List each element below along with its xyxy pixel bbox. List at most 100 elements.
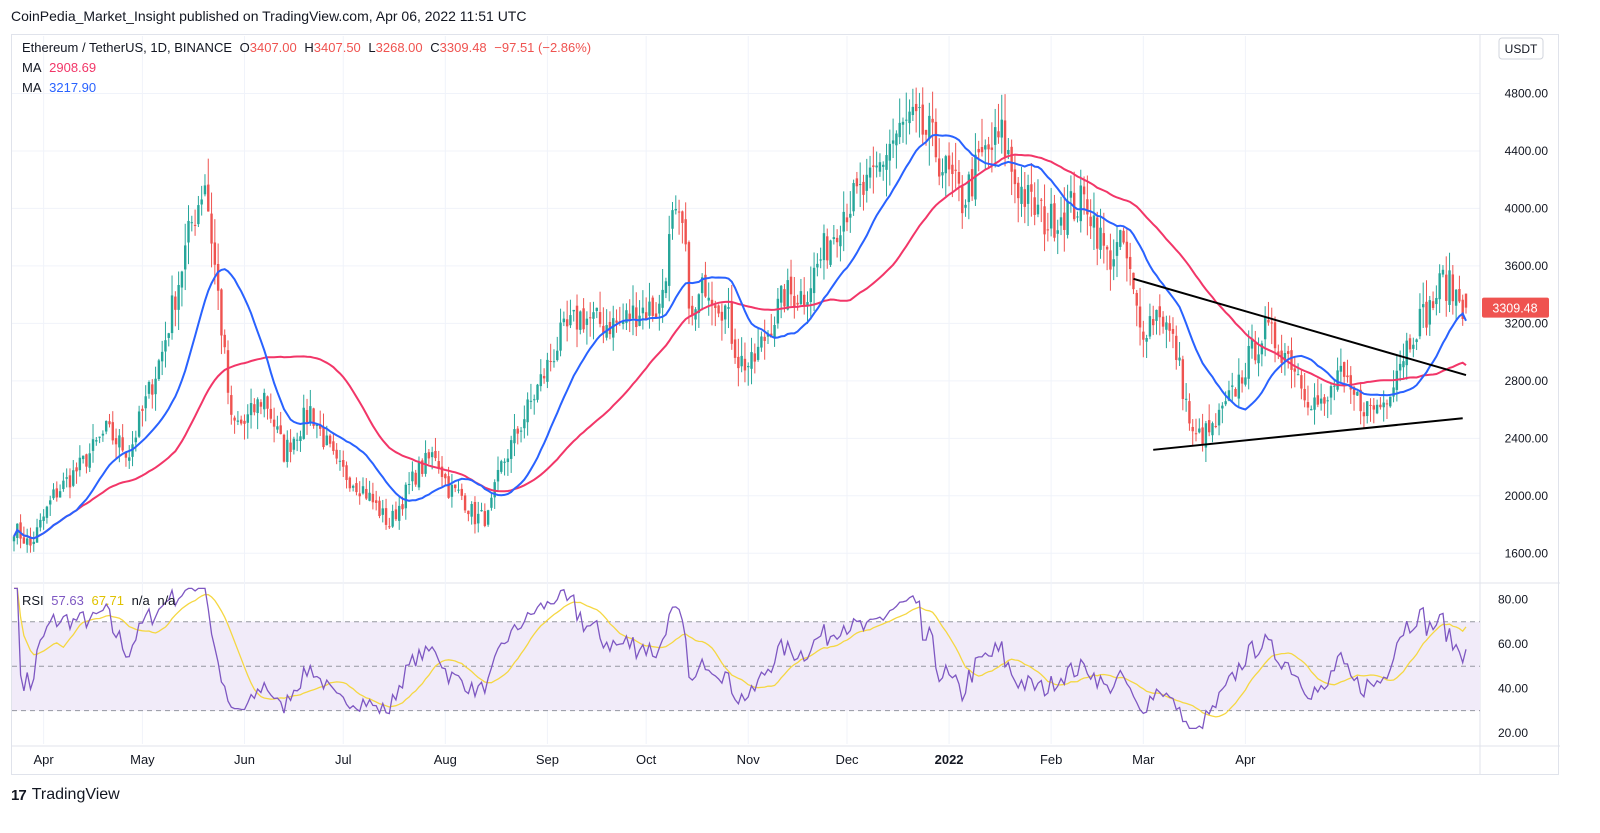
ohlc-close: C3309.48 — [430, 40, 487, 55]
rsi-tick-label: 20.00 — [1498, 726, 1528, 740]
candle-body — [1247, 345, 1250, 379]
candle-body — [1227, 390, 1231, 401]
candle-body — [1003, 120, 1007, 158]
candle-body — [325, 435, 328, 446]
candle-body — [1356, 391, 1359, 396]
candle-body — [1293, 368, 1296, 372]
candle-body — [720, 311, 724, 321]
time-tick-label: 2022 — [935, 752, 964, 767]
candle-body — [305, 409, 309, 423]
price-tick-label: 4800.00 — [1505, 86, 1549, 100]
candle-body — [421, 460, 424, 474]
candle-body — [723, 305, 727, 320]
candle-body — [1017, 182, 1020, 199]
candle-body — [513, 429, 516, 444]
candle-body — [1336, 370, 1339, 390]
candle-body — [114, 438, 118, 445]
candle-body — [546, 359, 549, 382]
ma-fast-line — [13, 133, 1467, 540]
candle-body — [625, 310, 628, 323]
candle-body — [885, 155, 888, 170]
candle-body — [835, 237, 839, 243]
candle-body — [575, 305, 579, 330]
candle-body — [506, 458, 510, 463]
descending-trendline[interactable] — [1133, 277, 1467, 377]
ascending-trendline[interactable] — [1153, 417, 1463, 451]
rsi-legend[interactable]: RSI 57.63 67.71 n/a n/a — [22, 593, 179, 608]
candle-body — [1007, 149, 1010, 155]
candle-body — [1135, 292, 1138, 306]
candle-body — [671, 210, 674, 229]
ma-fast-value: 3217.90 — [49, 80, 97, 95]
candle-body — [1066, 200, 1069, 235]
candle-body — [753, 353, 757, 362]
candle-body — [1082, 186, 1086, 195]
candle-body — [477, 513, 480, 524]
candle-body — [1398, 363, 1402, 371]
candle-body — [78, 457, 82, 471]
candle-body — [1155, 309, 1158, 321]
candle-body — [1188, 401, 1191, 424]
ma-slow-value: 2908.69 — [49, 60, 97, 75]
candle-body — [289, 442, 292, 452]
candle-body — [170, 295, 174, 334]
candle-body — [793, 295, 796, 308]
candle-body — [1175, 335, 1178, 360]
candle-body — [674, 208, 677, 211]
candle-body — [654, 313, 658, 318]
candle-body — [740, 355, 743, 367]
candle-body — [875, 165, 878, 168]
candle-body — [1372, 405, 1376, 410]
candle-body — [924, 129, 928, 135]
candle-body — [1428, 300, 1431, 325]
candle-body — [984, 145, 987, 150]
candle-body — [1306, 402, 1310, 408]
candle-body — [799, 291, 803, 305]
candle-body — [552, 361, 556, 363]
ma-fast-legend[interactable]: MA 3217.90 — [22, 80, 100, 95]
currency-badge[interactable]: USDT — [1505, 42, 1538, 56]
candle-body — [295, 439, 299, 441]
candle-body — [1418, 308, 1422, 337]
candle-body — [256, 399, 259, 414]
candle-body — [588, 317, 592, 319]
candle-body — [888, 143, 892, 161]
tradingview-brand[interactable]: 17 TradingView — [11, 786, 120, 804]
candle-body — [398, 505, 401, 521]
candle-body — [351, 485, 355, 488]
price-tick-label: 2400.00 — [1505, 431, 1549, 445]
candle-body — [760, 336, 763, 348]
candle-body — [88, 453, 91, 468]
candle-body — [68, 475, 72, 488]
ma-slow-legend[interactable]: MA 2908.69 — [22, 60, 100, 75]
candle-body — [463, 495, 467, 511]
price-tick-label: 3200.00 — [1505, 316, 1549, 330]
time-tick-label: Dec — [835, 752, 859, 767]
candle-body — [1458, 288, 1461, 302]
last-price-badge-box — [1482, 297, 1549, 318]
candle-body — [121, 437, 124, 451]
candle-body — [1221, 405, 1224, 409]
currency-badge-box[interactable] — [1498, 37, 1544, 60]
symbol-legend[interactable]: Ethereum / TetherUS, 1D, BINANCE O3407.0… — [22, 40, 595, 55]
candle-body — [957, 171, 961, 184]
candle-body — [651, 297, 654, 316]
candle-body — [58, 491, 62, 498]
candle-body — [1026, 184, 1030, 204]
candle-body — [806, 302, 809, 307]
candle-body — [1056, 230, 1059, 234]
candle-body — [822, 233, 826, 261]
candle-body — [483, 511, 487, 526]
candle-body — [486, 510, 490, 525]
candle-body — [177, 284, 180, 310]
candle-body — [253, 404, 256, 413]
candle-body — [677, 211, 681, 213]
candle-body — [931, 118, 934, 123]
candle-body — [1323, 397, 1326, 404]
candle-body — [615, 320, 618, 323]
candle-body — [1435, 297, 1438, 305]
candle-body — [556, 350, 559, 361]
candle-body — [1053, 203, 1056, 238]
candle-body — [411, 471, 414, 482]
